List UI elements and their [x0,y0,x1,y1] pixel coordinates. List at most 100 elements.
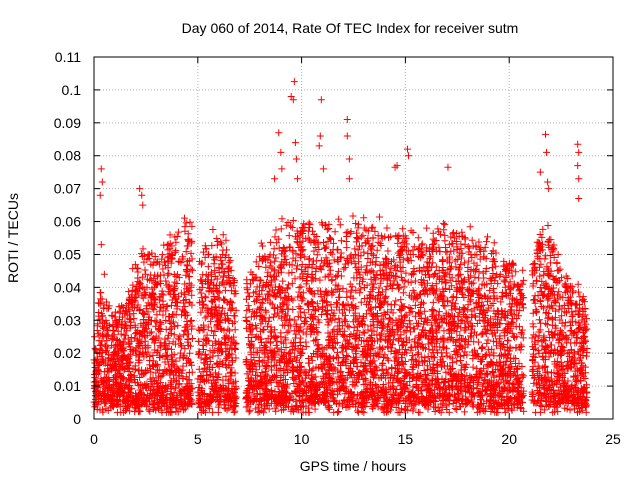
data-point [342,229,350,237]
data-point [166,371,174,379]
data-point [135,281,143,289]
data-point [134,274,142,282]
data-point [182,400,190,408]
data-point [170,351,178,359]
data-point [121,399,129,407]
data-point [162,277,170,285]
data-point [102,348,110,356]
data-point [158,396,166,404]
data-point [138,332,146,340]
data-point [468,236,476,244]
data-point [158,402,166,410]
data-point [188,368,196,376]
data-point [117,323,125,331]
data-point [109,321,117,329]
data-point [188,222,196,230]
data-point [93,326,101,334]
data-point [108,332,116,340]
data-point [257,298,265,306]
data-point [208,242,216,250]
data-point [175,274,183,282]
data-point [333,353,341,361]
data-point [172,247,180,255]
data-point [124,355,132,363]
data-point [441,221,449,229]
data-point [257,312,265,320]
data-point [142,270,150,278]
data-point [109,334,117,342]
data-point [438,257,446,265]
data-point [166,285,174,293]
data-point [163,387,171,395]
data-point [108,364,116,372]
data-point [163,302,171,310]
data-point [131,261,139,269]
data-point [140,310,148,318]
data-point [148,249,156,257]
data-point [135,394,143,402]
data-point [368,280,376,288]
data-point [347,288,355,296]
data-point [117,408,125,416]
data-point [157,343,165,351]
data-point [411,277,419,285]
data-point [98,295,106,303]
data-point [148,328,156,336]
data-point [140,258,148,266]
data-point [109,388,117,396]
data-point [128,373,136,381]
data-point [285,232,293,240]
data-point [293,262,301,270]
data-point [104,327,112,335]
data-point [112,341,120,349]
data-point [125,377,133,385]
data-point [207,297,215,305]
data-point [210,332,218,340]
data-point [483,339,491,347]
data-point [179,362,187,370]
data-point [394,239,402,247]
data-point [389,309,397,317]
data-point [461,241,469,249]
data-point [175,380,183,388]
data-point [145,313,153,321]
data-point [102,298,110,306]
data-point [131,378,139,386]
data-point [196,327,204,335]
data-point [134,301,142,309]
data-point [469,363,477,371]
data-point [182,296,190,304]
data-point [144,250,152,258]
data-point [168,358,176,366]
data-point [407,305,415,313]
data-point [157,319,165,327]
data-point [334,245,342,253]
data-point [107,396,115,404]
data-point [141,266,149,274]
data-point [188,239,196,247]
data-point [155,326,163,334]
data-point [117,345,125,353]
data-point [164,246,172,254]
data-point [484,233,492,241]
data-point [101,359,109,367]
data-point [113,340,121,348]
data-point [172,272,180,280]
data-point [149,289,157,297]
data-point [183,242,191,250]
data-point [391,301,399,309]
data-point [272,334,280,342]
data-point [337,237,345,245]
data-point [144,308,152,316]
data-point [137,329,145,337]
data-point [160,258,168,266]
data-point [203,354,211,362]
data-point [127,337,135,345]
data-point [480,274,488,282]
data-point [508,315,516,323]
data-point [158,290,166,298]
data-point [135,341,143,349]
data-point [153,389,161,397]
data-point [109,397,117,405]
data-point [149,390,157,398]
